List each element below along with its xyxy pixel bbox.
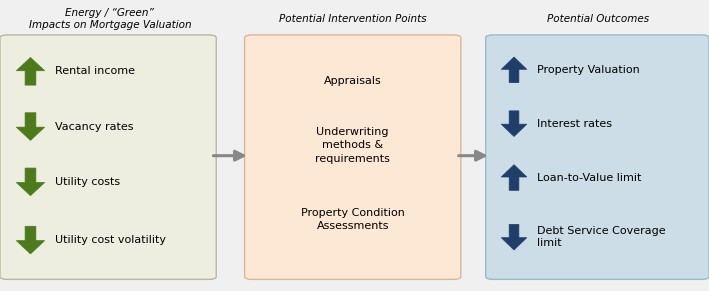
Polygon shape — [501, 224, 527, 250]
Polygon shape — [16, 113, 45, 141]
Polygon shape — [501, 165, 527, 190]
Polygon shape — [501, 57, 527, 83]
Text: Potential Intervention Points: Potential Intervention Points — [279, 14, 426, 24]
Polygon shape — [501, 111, 527, 136]
Polygon shape — [16, 58, 45, 85]
Polygon shape — [16, 226, 45, 254]
Text: Property Condition
Assessments: Property Condition Assessments — [301, 208, 405, 231]
Polygon shape — [16, 168, 45, 196]
FancyBboxPatch shape — [245, 35, 461, 279]
Text: Vacancy rates: Vacancy rates — [55, 122, 134, 132]
Text: Rental income: Rental income — [55, 66, 135, 76]
Text: Loan-to-Value limit: Loan-to-Value limit — [537, 173, 642, 182]
Text: Debt Service Coverage
limit: Debt Service Coverage limit — [537, 226, 666, 248]
Text: Property Valuation: Property Valuation — [537, 65, 640, 75]
Text: Potential Outcomes: Potential Outcomes — [547, 14, 649, 24]
Text: Utility costs: Utility costs — [55, 177, 121, 187]
FancyBboxPatch shape — [0, 35, 216, 279]
FancyBboxPatch shape — [486, 35, 709, 279]
Text: Energy / “Green”
Impacts on Mortgage Valuation: Energy / “Green” Impacts on Mortgage Val… — [28, 8, 191, 30]
Text: Interest rates: Interest rates — [537, 119, 613, 129]
Text: Underwriting
methods &
requirements: Underwriting methods & requirements — [316, 127, 390, 164]
Text: Utility cost volatility: Utility cost volatility — [55, 235, 167, 245]
Text: Appraisals: Appraisals — [324, 77, 381, 86]
